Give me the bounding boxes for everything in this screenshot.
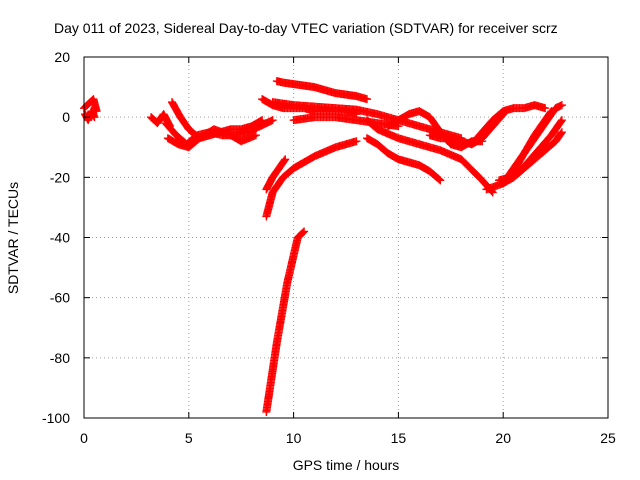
data-point: [300, 227, 309, 236]
data-point: [435, 175, 444, 184]
y-tick-label: 0: [62, 109, 70, 125]
x-tick-label: 20: [495, 430, 511, 446]
chart-title: Day 011 of 2023, Sidereal Day-to-day VTE…: [54, 20, 558, 36]
y-tick-label: -100: [42, 410, 70, 426]
data-point: [352, 137, 361, 146]
x-tick-label: 5: [185, 430, 193, 446]
y-axis-label: SDTVAR / TECUs: [5, 182, 21, 294]
data-point: [546, 108, 555, 117]
series-pass-15: [362, 116, 497, 197]
series-pass-9: [262, 155, 290, 194]
y-tick-label: -60: [50, 290, 70, 306]
x-axis-label: GPS time / hours: [293, 457, 400, 473]
data-point: [557, 129, 566, 138]
y-tick-label: -20: [50, 169, 70, 185]
series-pass-2: [81, 107, 99, 125]
data-point: [557, 117, 566, 126]
data-points: [80, 77, 566, 416]
x-tick-label: 0: [80, 430, 88, 446]
data-point: [557, 128, 566, 137]
series-pass-7: [262, 227, 309, 416]
series-pass-22: [509, 107, 556, 176]
data-point: [280, 156, 289, 165]
series-pass-8: [262, 137, 361, 221]
data-point: [547, 107, 556, 116]
data-point: [299, 228, 308, 237]
series-pass-21: [499, 128, 566, 188]
series-pass-14: [362, 134, 445, 185]
y-tick-label: -40: [50, 230, 70, 246]
series-pass-1: [80, 95, 101, 116]
data-point: [436, 176, 445, 185]
y-tick-label: -80: [50, 350, 70, 366]
data-point: [557, 116, 566, 125]
series-pass-10: [272, 77, 371, 104]
series-pass-18: [467, 101, 550, 149]
axis-ticks: 0 5 10 15 20 25 -100 -80 -60 -40 -20 0 20: [42, 49, 616, 446]
series-pass-6: [163, 125, 260, 152]
data-point: [557, 101, 566, 110]
y-tick-label: 20: [54, 49, 70, 65]
data-point: [541, 104, 550, 113]
x-tick-label: 15: [391, 430, 407, 446]
data-point: [251, 131, 260, 140]
data-point: [362, 95, 371, 104]
data-point: [268, 116, 277, 125]
data-point: [281, 155, 290, 164]
x-tick-label: 10: [286, 430, 302, 446]
x-tick-label: 25: [600, 430, 616, 446]
data-point: [90, 113, 99, 122]
